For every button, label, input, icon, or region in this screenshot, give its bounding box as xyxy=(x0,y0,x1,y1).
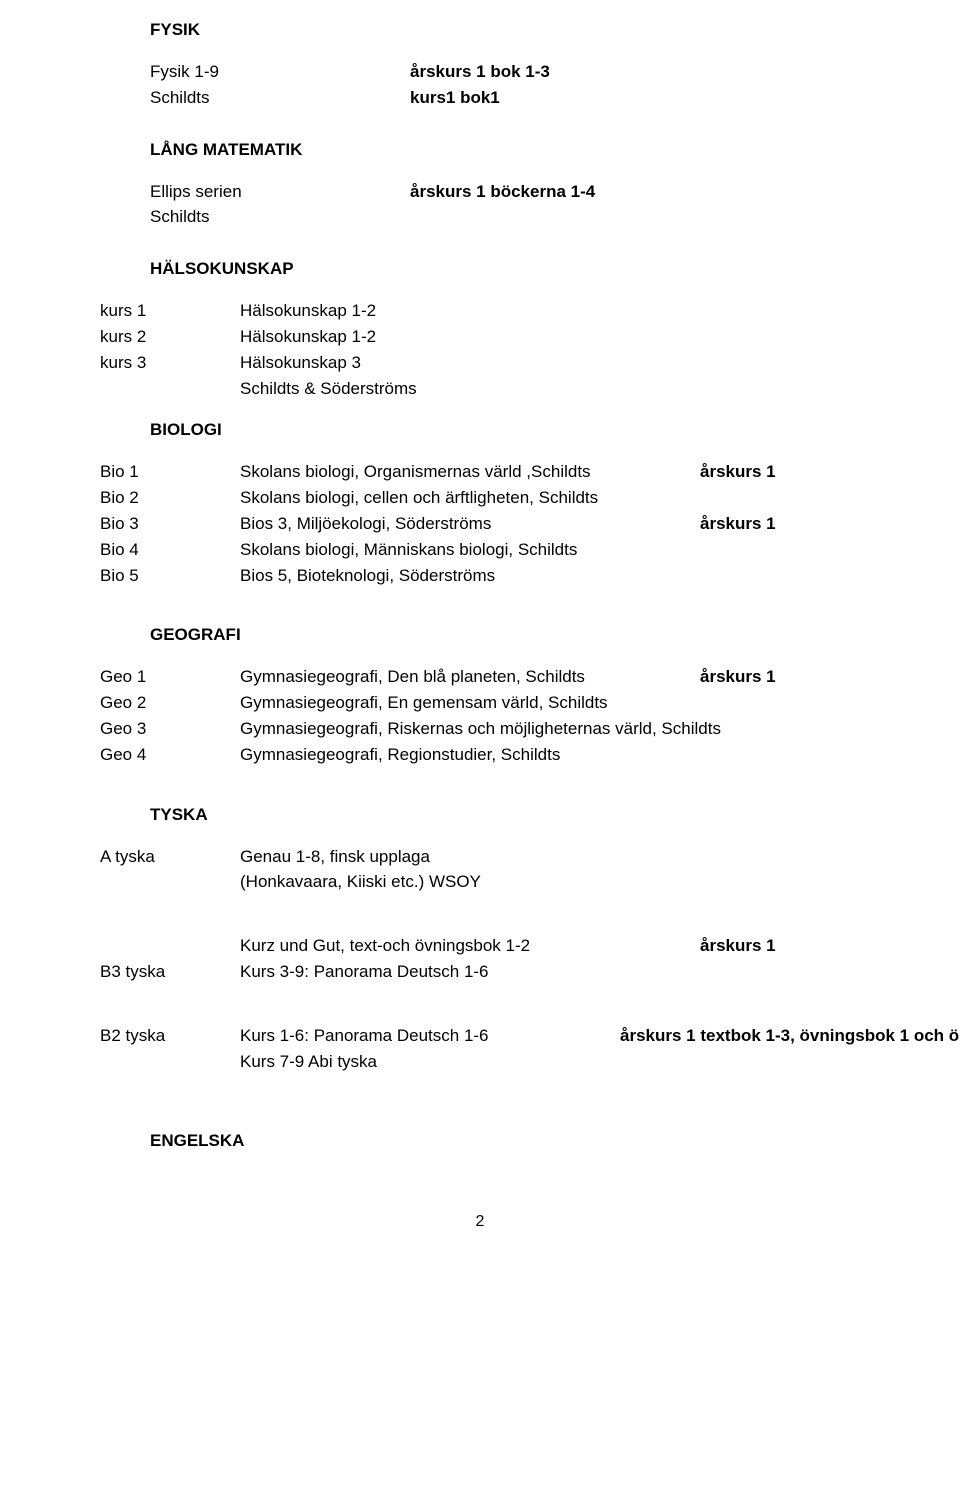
matematik-row: Schildts xyxy=(150,205,920,229)
geografi-row: Geo 1 Gymnasiegeografi, Den blå planeten… xyxy=(100,665,920,689)
fysik-row: Fysik 1-9 årskurs 1 bok 1-3 xyxy=(150,60,920,84)
biologi-row: Bio 5 Bios 5, Bioteknologi, Söderströms xyxy=(100,564,920,588)
cell: Ellips serien xyxy=(150,180,410,204)
cell: kurs 3 xyxy=(100,351,240,375)
page-number: 2 xyxy=(476,1213,485,1231)
geografi-row: Geo 2 Gymnasiegeografi, En gemensam värl… xyxy=(100,691,920,715)
cell: Bio 5 xyxy=(100,564,240,588)
cell: Kurs 7-9 Abi tyska xyxy=(240,1050,700,1074)
cell: Geo 1 xyxy=(100,665,240,689)
biologi-row: Bio 4 Skolans biologi, Människans biolog… xyxy=(100,538,920,562)
cell-bold: årskurs 1 xyxy=(700,665,920,689)
heading-engelska: ENGELSKA xyxy=(150,1131,920,1151)
cell: Bio 1 xyxy=(100,460,240,484)
tyska-b2-row: B2 tyska Kurs 1-6: Panorama Deutsch 1-6 … xyxy=(100,1024,920,1048)
cell: Geo 3 xyxy=(100,717,240,741)
geografi-row: Geo 3 Gymnasiegeografi, Riskernas och mö… xyxy=(100,717,920,741)
cell: Genau 1-8, finsk upplaga xyxy=(240,845,700,869)
cell-bold xyxy=(700,564,920,588)
cell: Bio 4 xyxy=(100,538,240,562)
geografi-row: Geo 4 Gymnasiegeografi, Regionstudier, S… xyxy=(100,743,920,767)
cell: Geo 2 xyxy=(100,691,240,715)
cell: Hälsokunskap 1-2 xyxy=(240,325,700,349)
cell-bold: årskurs 1 xyxy=(700,934,920,958)
matematik-row: Ellips serien årskurs 1 böckerna 1-4 xyxy=(150,180,920,204)
heading-fysik: FYSIK xyxy=(150,20,920,40)
cell: Geo 4 xyxy=(100,743,240,767)
heading-biologi: BIOLOGI xyxy=(150,420,920,440)
cell: Gymnasiegeografi, Regionstudier, Schildt… xyxy=(240,743,860,767)
cell: Skolans biologi, Organismernas värld ,Sc… xyxy=(240,460,700,484)
cell-bold: årskurs 1 xyxy=(700,512,920,536)
biologi-row: Bio 1 Skolans biologi, Organismernas vär… xyxy=(100,460,920,484)
cell: Fysik 1-9 xyxy=(150,60,410,84)
cell-bold: årskurs 1 xyxy=(700,460,920,484)
tyska-b3-row: B3 tyska Kurs 3-9: Panorama Deutsch 1-6 xyxy=(100,960,920,984)
cell: Kurz und Gut, text-och övningsbok 1-2 xyxy=(240,934,700,958)
heading-halsokunskap: HÄLSOKUNSKAP xyxy=(150,259,920,279)
cell: Schildts xyxy=(150,86,410,110)
cell-bold: årskurs 1 böckerna 1-4 xyxy=(410,180,595,204)
cell: Skolans biologi, Människans biologi, Sch… xyxy=(240,538,700,562)
halsokunskap-row: kurs 3 Hälsokunskap 3 xyxy=(100,351,920,375)
cell: Schildts xyxy=(150,205,210,229)
halsokunskap-row: kurs 1 Hälsokunskap 1-2 xyxy=(100,299,920,323)
cell: Kurs 1-6: Panorama Deutsch 1-6 xyxy=(240,1024,620,1048)
cell-bold: årskurs 1 textbok 1-3, övningsbok 1 och … xyxy=(620,1024,959,1048)
biologi-row: Bio 2 Skolans biologi, cellen och ärftli… xyxy=(100,486,920,510)
halsokunskap-row: kurs 2 Hälsokunskap 1-2 xyxy=(100,325,920,349)
cell: B3 tyska xyxy=(100,960,240,984)
cell: Gymnasiegeografi, En gemensam värld, Sch… xyxy=(240,691,860,715)
cell: Bios 3, Miljöekologi, Söderströms xyxy=(240,512,700,536)
cell: Gymnasiegeografi, Riskernas och möjlighe… xyxy=(240,717,860,741)
heading-tyska: TYSKA xyxy=(150,805,920,825)
cell-bold xyxy=(700,538,920,562)
tyska-b2-row: Kurs 7-9 Abi tyska xyxy=(100,1050,920,1074)
heading-geografi: GEOGRAFI xyxy=(150,625,920,645)
cell: Kurs 3-9: Panorama Deutsch 1-6 xyxy=(240,960,700,984)
tyska-a-row: A tyska Genau 1-8, finsk upplaga xyxy=(100,845,920,869)
cell-bold xyxy=(700,486,920,510)
tyska-kurz-row: Kurz und Gut, text-och övningsbok 1-2 år… xyxy=(100,934,920,958)
cell: kurs 1 xyxy=(100,299,240,323)
cell: B2 tyska xyxy=(100,1024,240,1048)
cell: Skolans biologi, cellen och ärftligheten… xyxy=(240,486,700,510)
fysik-row: Schildts kurs1 bok1 xyxy=(150,86,920,110)
cell: Bio 3 xyxy=(100,512,240,536)
cell: Gymnasiegeografi, Den blå planeten, Schi… xyxy=(240,665,700,689)
tyska-a-row: (Honkavaara, Kiiski etc.) WSOY xyxy=(100,870,920,894)
cell: A tyska xyxy=(100,845,240,869)
cell: Schildts & Söderströms xyxy=(240,377,700,401)
cell-bold: årskurs 1 bok 1-3 xyxy=(410,60,550,84)
cell: Bios 5, Bioteknologi, Söderströms xyxy=(240,564,700,588)
biologi-row: Bio 3 Bios 3, Miljöekologi, Söderströms … xyxy=(100,512,920,536)
cell: Hälsokunskap 1-2 xyxy=(240,299,700,323)
cell: Hälsokunskap 3 xyxy=(240,351,700,375)
cell: kurs 2 xyxy=(100,325,240,349)
heading-matematik: LÅNG MATEMATIK xyxy=(150,140,920,160)
cell: Bio 2 xyxy=(100,486,240,510)
cell-bold: kurs1 bok1 xyxy=(410,86,500,110)
halsokunskap-row: Schildts & Söderströms xyxy=(100,377,920,401)
document-page: FYSIK Fysik 1-9 årskurs 1 bok 1-3 Schild… xyxy=(0,0,960,1251)
cell: (Honkavaara, Kiiski etc.) WSOY xyxy=(240,870,700,894)
